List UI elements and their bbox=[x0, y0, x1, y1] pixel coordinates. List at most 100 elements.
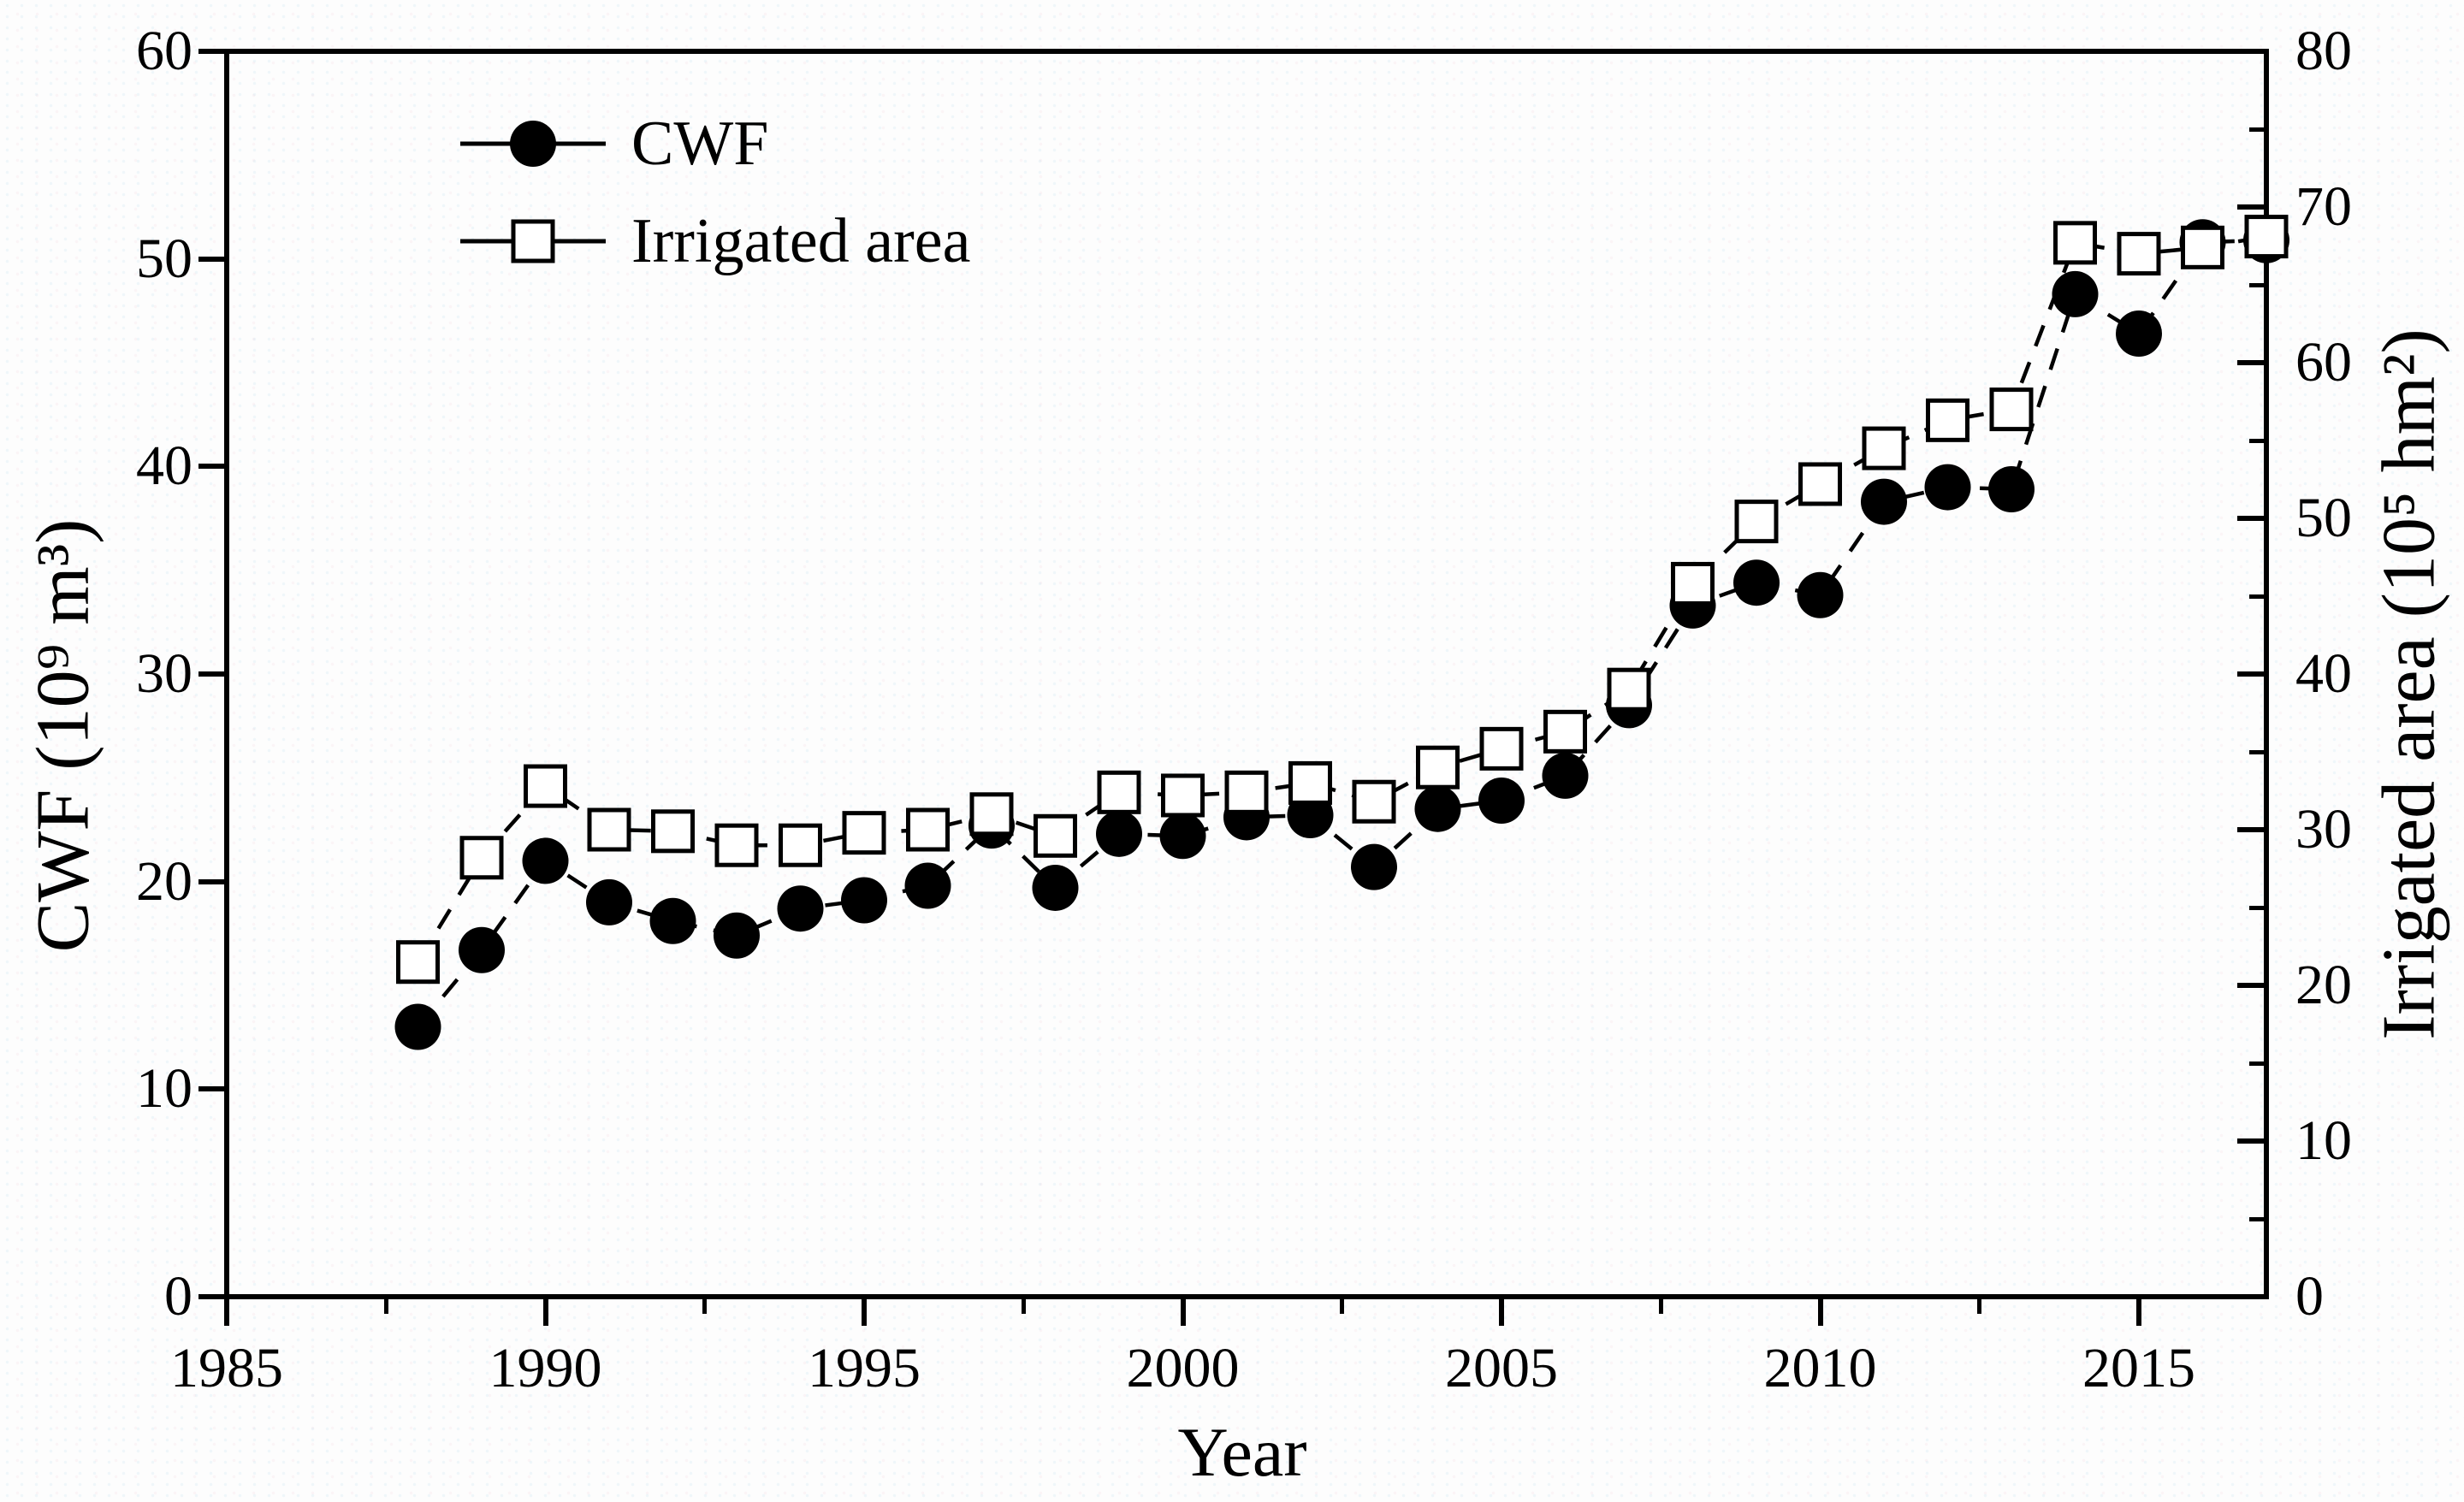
y-right-tick-label: 70 bbox=[2295, 175, 2352, 238]
x-minor-tick bbox=[1021, 1297, 1026, 1314]
cwf-point bbox=[1351, 843, 1397, 890]
x-tick-label: 2005 bbox=[1445, 1337, 1558, 1399]
irrigated-area-point bbox=[1416, 745, 1460, 789]
y-right-minor-tick bbox=[2249, 1061, 2266, 1066]
y-right-tick-label: 50 bbox=[2295, 487, 2352, 549]
irrigated-area-point bbox=[459, 836, 504, 880]
irrigated-area-point bbox=[651, 809, 695, 854]
cwf-point bbox=[1988, 466, 2035, 513]
irrigated-area-point bbox=[1224, 770, 1269, 814]
legend-item-cwf: CWF bbox=[460, 103, 970, 185]
y-left-major-tick bbox=[198, 1086, 227, 1092]
x-minor-tick bbox=[383, 1297, 388, 1314]
irrigated-area-point bbox=[1034, 813, 1077, 858]
cwf-point bbox=[2116, 310, 2162, 358]
y-right-tick-label: 0 bbox=[2295, 1265, 2324, 1328]
y-right-tick-label: 40 bbox=[2295, 642, 2352, 705]
x-tick-label: 1990 bbox=[489, 1337, 602, 1399]
y-right-minor-tick bbox=[2249, 594, 2266, 599]
open-square-marker-icon bbox=[460, 219, 606, 263]
irrigated-area-point bbox=[2053, 221, 2097, 265]
cwf-point bbox=[777, 885, 824, 932]
cwf-point bbox=[649, 897, 696, 944]
y-left-tick-label: 50 bbox=[136, 227, 192, 290]
legend-label-cwf: CWF bbox=[631, 108, 769, 179]
x-major-tick bbox=[224, 1297, 229, 1326]
cwf-point bbox=[841, 877, 887, 924]
irrigated-area-point bbox=[1352, 779, 1396, 824]
y-right-major-tick bbox=[2237, 671, 2266, 677]
legend-item-irrigated-area: Irrigated area bbox=[460, 200, 970, 282]
irrigated-area-point bbox=[587, 807, 631, 852]
irrigated-area-point bbox=[2117, 232, 2161, 276]
y-right-major-tick bbox=[2237, 360, 2266, 365]
y-right-tick-label: 20 bbox=[2295, 954, 2352, 1016]
y-left-tick-label: 60 bbox=[136, 20, 192, 82]
x-tick-label: 2015 bbox=[2082, 1337, 2195, 1399]
legend: CWF Irrigated area bbox=[460, 103, 970, 298]
plot-svg bbox=[394, 215, 2289, 1050]
x-major-tick bbox=[1180, 1297, 1186, 1326]
y-right-minor-tick bbox=[2249, 1216, 2266, 1221]
y-left-major-tick bbox=[198, 878, 227, 884]
cwf-point bbox=[586, 878, 632, 925]
cwf-point bbox=[1861, 478, 1907, 525]
filled-circle-marker-icon bbox=[460, 121, 606, 167]
cwf-point bbox=[1542, 752, 1589, 799]
y-right-major-tick bbox=[2237, 204, 2266, 210]
cwf-point bbox=[1478, 778, 1525, 825]
cwf-point bbox=[1733, 559, 1780, 606]
y-right-major-tick bbox=[2237, 516, 2266, 521]
y-right-tick-label: 10 bbox=[2295, 1109, 2352, 1172]
x-major-tick bbox=[1499, 1297, 1504, 1326]
cwf-point bbox=[1414, 785, 1461, 832]
irrigated-area-point bbox=[396, 940, 440, 985]
y-right-minor-tick bbox=[2249, 282, 2266, 287]
irrigated-area-point bbox=[779, 823, 822, 867]
y-axis-left-title: CWF (10⁹ m³) bbox=[21, 518, 105, 953]
irrigated-area-point bbox=[1543, 709, 1587, 754]
cwf-point bbox=[714, 912, 760, 959]
irrigated-area-point bbox=[1989, 387, 2034, 432]
irrigated-area-point bbox=[1607, 667, 1651, 712]
x-axis-title: Year bbox=[1177, 1413, 1307, 1491]
x-major-tick bbox=[2136, 1297, 2141, 1326]
x-minor-tick bbox=[1658, 1297, 1663, 1314]
x-major-tick bbox=[1817, 1297, 1823, 1326]
cwf-point bbox=[2052, 270, 2099, 317]
irrigated-area-point bbox=[1798, 462, 1842, 506]
y-right-minor-tick bbox=[2249, 127, 2266, 132]
cwf-point bbox=[1797, 571, 1844, 618]
y-left-major-tick bbox=[198, 256, 227, 262]
irrigated-area-point bbox=[1671, 561, 1715, 606]
irrigated-area-point bbox=[524, 764, 567, 808]
cwf-point bbox=[1159, 813, 1206, 860]
irrigated-area-point bbox=[1734, 500, 1779, 544]
x-tick-label: 2010 bbox=[1763, 1337, 1877, 1399]
irrigated-area-point bbox=[1479, 726, 1524, 771]
x-major-tick bbox=[542, 1297, 548, 1326]
irrigated-area-line bbox=[416, 234, 2267, 963]
cwf-point bbox=[904, 862, 951, 909]
cwf-point bbox=[1096, 810, 1142, 857]
irrigated-area-point bbox=[1288, 760, 1332, 805]
irrigated-area-point bbox=[2244, 215, 2289, 259]
y-right-major-tick bbox=[2237, 983, 2266, 988]
cwf-line bbox=[416, 238, 2267, 1028]
y-right-minor-tick bbox=[2249, 749, 2266, 754]
irrigated-area-point bbox=[1926, 398, 1969, 442]
y-right-tick-label: 80 bbox=[2295, 20, 2352, 82]
irrigated-area-point bbox=[842, 811, 886, 855]
x-tick-label: 1985 bbox=[170, 1337, 283, 1399]
y-left-major-tick bbox=[198, 464, 227, 470]
y-right-major-tick bbox=[2237, 827, 2266, 832]
y-right-major-tick bbox=[2237, 1138, 2266, 1144]
x-minor-tick bbox=[1340, 1297, 1345, 1314]
y-axis-right-title: Irrigated area (10⁵ hm²) bbox=[2367, 328, 2451, 1040]
y-left-major-tick bbox=[198, 49, 227, 54]
cwf-point bbox=[1924, 464, 1971, 511]
plot-area bbox=[224, 49, 2269, 1299]
y-left-tick-label: 30 bbox=[136, 642, 192, 705]
x-minor-tick bbox=[702, 1297, 708, 1314]
